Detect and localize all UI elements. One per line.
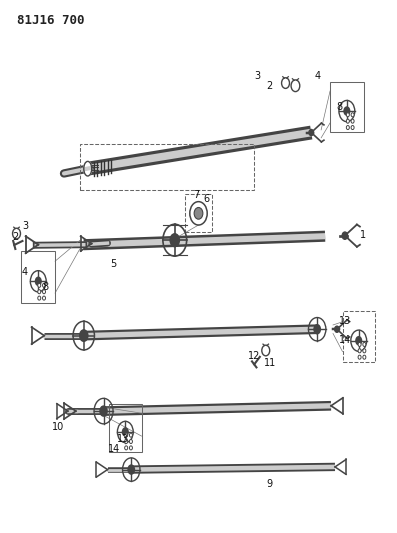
Text: 81J16 700: 81J16 700 (17, 14, 84, 27)
Circle shape (42, 290, 46, 294)
Text: 12: 12 (248, 351, 260, 361)
Circle shape (351, 125, 354, 130)
Circle shape (129, 440, 133, 443)
Circle shape (127, 464, 135, 475)
Circle shape (358, 349, 361, 353)
Circle shape (363, 355, 366, 359)
Circle shape (351, 119, 354, 123)
Text: 7: 7 (193, 190, 200, 200)
Circle shape (122, 427, 129, 437)
Bar (80, 144, 254, 190)
Text: 14: 14 (339, 335, 351, 345)
Circle shape (346, 113, 349, 117)
Text: 8: 8 (42, 282, 48, 292)
Circle shape (38, 290, 41, 294)
Bar (330, 82, 364, 132)
Text: 2: 2 (13, 232, 19, 243)
Circle shape (358, 342, 361, 346)
Circle shape (170, 233, 180, 247)
Circle shape (129, 433, 133, 437)
Text: 3: 3 (22, 221, 28, 231)
Circle shape (38, 284, 41, 287)
Text: 11: 11 (264, 358, 276, 368)
Circle shape (346, 119, 349, 123)
Circle shape (35, 277, 42, 286)
Circle shape (363, 342, 366, 346)
Text: 6: 6 (203, 194, 210, 204)
Circle shape (355, 336, 362, 345)
Bar (343, 311, 375, 362)
Circle shape (38, 296, 41, 300)
Circle shape (99, 406, 108, 417)
Text: 8: 8 (336, 102, 342, 112)
Circle shape (309, 130, 314, 135)
Circle shape (42, 284, 46, 287)
Circle shape (125, 446, 128, 450)
Text: 9: 9 (267, 480, 273, 489)
Text: 4: 4 (314, 71, 320, 81)
Text: 13: 13 (339, 316, 351, 326)
Circle shape (343, 106, 351, 116)
Circle shape (313, 324, 321, 335)
Text: 14: 14 (108, 444, 120, 454)
Circle shape (351, 113, 354, 117)
Circle shape (42, 296, 46, 300)
Circle shape (125, 433, 128, 437)
Circle shape (363, 349, 366, 353)
Circle shape (335, 326, 339, 332)
Circle shape (358, 355, 361, 359)
Circle shape (129, 446, 133, 450)
Bar (109, 404, 142, 452)
Circle shape (194, 207, 203, 219)
Circle shape (346, 125, 349, 130)
Text: 13: 13 (117, 434, 129, 445)
Text: 4: 4 (21, 267, 27, 277)
Ellipse shape (84, 161, 92, 176)
Text: 5: 5 (110, 259, 117, 269)
Circle shape (79, 329, 89, 342)
Circle shape (125, 440, 128, 443)
Text: 3: 3 (255, 71, 261, 81)
Text: 2: 2 (266, 81, 273, 91)
Text: 1: 1 (360, 230, 366, 240)
Circle shape (342, 232, 348, 239)
Bar (185, 194, 212, 232)
Bar (21, 251, 55, 303)
Text: 10: 10 (52, 422, 64, 432)
